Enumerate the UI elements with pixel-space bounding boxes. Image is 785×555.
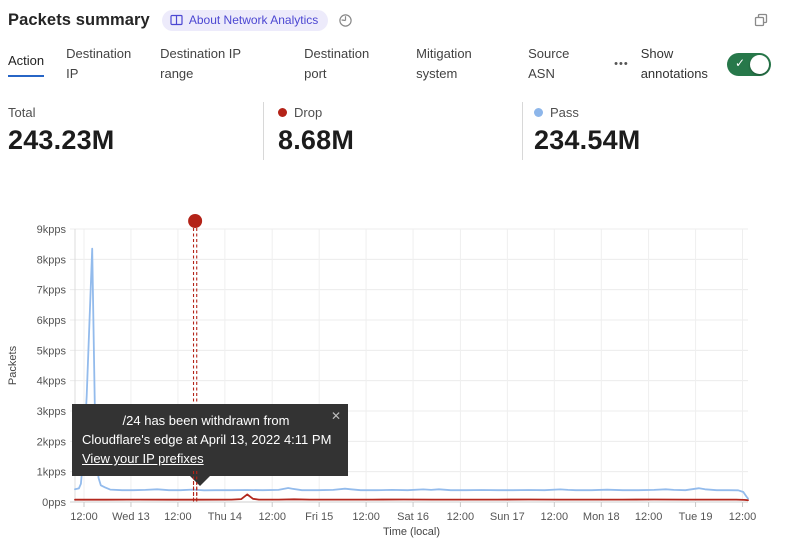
x-tick-label: 12:00 [164,511,192,523]
stat-drop-value: 8.68M [278,125,355,155]
stat-pass-label: Pass [550,105,579,120]
show-annotations-label: Show annotations [640,46,708,81]
clock-icon [338,13,353,28]
y-tick-label: 4kpps [37,376,67,388]
series-line-pass [74,247,749,500]
y-tick-label: 6kpps [37,315,67,327]
annotation-tooltip: ✕ /24 has been withdrawn from Cloudflare… [72,404,348,486]
y-axis-title: Packets [7,345,19,385]
x-tick-label: Mon 18 [583,511,620,523]
stat-drop-label: Drop [294,105,323,120]
x-tick-label: 12:00 [70,511,98,523]
x-tick-label: Wed 13 [112,511,150,523]
packets-chart: 0pps 1kpps 2kpps 3kpps 4kpps 5kpps 6kpps 7kpps 8… [0,205,785,555]
pass-dot [534,108,543,117]
more-tabs-icon[interactable]: ••• [614,58,629,70]
tab-action[interactable]: Action [8,51,45,77]
dimension-tabs: Action Destination IP Destination IP ran… [8,44,771,84]
annotations-toggle[interactable]: ✓ [727,52,771,76]
stat-total-label: Total [8,105,36,120]
x-tick-label: 12:00 [447,511,475,523]
stat-pass: Pass 234.54M [522,102,640,160]
y-tick-label: 1kpps [37,467,67,479]
x-tick-label: Thu 14 [208,511,242,523]
stat-pass-value: 234.54M [534,125,641,155]
tab-destination-ip-range[interactable]: Destination IP range [160,46,241,81]
tab-mitigation-system[interactable]: Mitigation system [416,46,472,81]
series-line-drop [74,493,749,502]
badge-label: About Network Analytics [188,13,319,27]
y-tick-label: 9kpps [37,224,67,236]
stat-drop: Drop 8.68M [263,102,522,160]
about-network-analytics-badge[interactable]: About Network Analytics [161,10,329,31]
toggle-knob [750,54,769,74]
x-tick-label: Sun 17 [490,511,525,523]
tooltip-line1: /24 has been withdrawn from [122,413,290,428]
x-tick-label: 12:00 [729,511,757,523]
book-icon [170,14,183,26]
y-tick-label: 2kpps [37,436,67,448]
annotation-dot[interactable] [188,214,203,228]
x-tick-label: Sat 16 [397,511,429,523]
x-tick-label: 12:00 [352,511,380,523]
x-tick-label: Fri 15 [305,511,333,523]
x-axis-title: Time (local) [383,526,440,538]
y-tick-label: 0pps [42,497,66,509]
tab-source-asn[interactable]: Source ASN [528,46,570,81]
y-tick-label: 8kpps [37,254,67,266]
view-ip-prefixes-link[interactable]: View your IP prefixes [82,451,204,466]
summary-stats: Total 243.23M Drop 8.68M Pass 234.54M [8,102,771,160]
x-tick-label: Tue 19 [679,511,713,523]
popout-icon[interactable] [754,13,769,28]
y-tick-label: 3kpps [37,406,67,418]
tab-destination-ip[interactable]: Destination IP [66,46,132,81]
x-tick-label: 12:00 [258,511,286,523]
x-tick-label: 12:00 [635,511,663,523]
page-title: Packets summary [8,11,150,29]
stat-total-value: 243.23M [8,125,115,155]
check-icon: ✓ [735,56,746,70]
chart-canvas: 0pps 1kpps 2kpps 3kpps 4kpps 5kpps 6kpps 7kpps 8… [7,214,757,538]
stat-total: Total 243.23M [8,102,263,160]
y-tick-label: 5kpps [37,345,67,357]
close-icon[interactable]: ✕ [330,409,341,423]
drop-dot [278,108,287,117]
x-tick-label: 12:00 [541,511,569,523]
header: Packets summary About Network Analytics [0,0,785,31]
tab-destination-port[interactable]: Destination port [304,46,370,81]
y-tick-label: 7kpps [37,285,67,297]
tooltip-line2: Cloudflare's edge at April 13, 2022 4:11… [82,432,332,447]
